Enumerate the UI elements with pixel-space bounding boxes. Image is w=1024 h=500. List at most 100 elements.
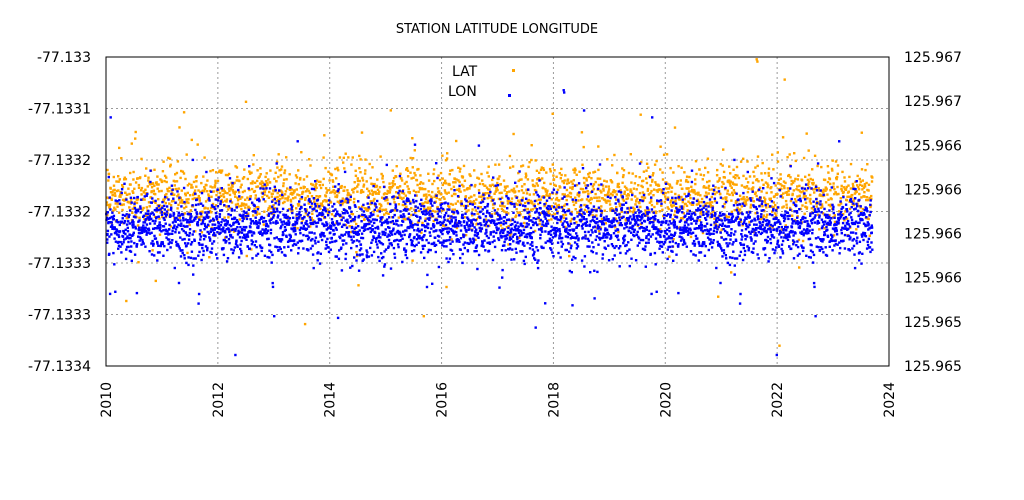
data-point-lon <box>296 219 299 222</box>
data-point-lat <box>393 201 396 204</box>
data-point-lat <box>701 178 704 181</box>
data-point-lon <box>199 212 203 216</box>
data-point-lon <box>135 245 138 248</box>
data-point-lon <box>561 197 564 200</box>
data-point-lat <box>277 198 280 202</box>
data-point-lat <box>356 185 359 188</box>
data-point-lon <box>556 221 559 225</box>
data-point-lat <box>153 184 156 187</box>
data-point-lat <box>765 206 768 209</box>
data-point-lon <box>479 210 482 213</box>
data-point-lat <box>372 210 375 213</box>
data-point-lon <box>500 229 503 232</box>
data-point-lon <box>525 217 528 220</box>
data-point-lon <box>398 239 401 242</box>
data-point-lat <box>332 185 335 188</box>
data-point-lat <box>695 172 698 176</box>
data-point-lon <box>503 240 506 244</box>
data-point-lon <box>124 228 127 231</box>
data-point-lat <box>667 191 670 194</box>
data-point-lon <box>392 222 396 225</box>
data-point-lat <box>355 222 358 226</box>
data-point-lat <box>542 187 545 190</box>
data-point-lon <box>393 252 396 256</box>
data-point-lon <box>427 248 431 252</box>
data-point-lat <box>867 183 871 186</box>
data-point-lon <box>536 223 539 227</box>
data-point-lat <box>274 196 277 199</box>
data-point-lon <box>192 219 196 222</box>
data-point-lat <box>524 172 528 175</box>
data-point-lat <box>544 188 547 191</box>
data-point-lon <box>310 202 314 205</box>
data-point-lon <box>460 224 463 227</box>
data-point-lat <box>426 206 430 209</box>
data-point-lon <box>129 196 133 199</box>
data-point-lat <box>228 193 232 197</box>
data-point-lon <box>538 179 541 182</box>
data-point-lon <box>503 228 506 231</box>
data-point-lat <box>722 182 725 185</box>
data-point-lat <box>709 204 712 207</box>
data-point-lon <box>515 251 518 254</box>
data-point-lon <box>329 226 332 229</box>
data-point-lon <box>368 222 371 225</box>
data-point-lon <box>216 231 219 234</box>
data-point-lat <box>181 199 184 202</box>
data-point-lon <box>151 197 154 200</box>
data-point-lat <box>556 210 559 213</box>
data-point-lon <box>408 233 412 236</box>
data-point-lat <box>411 166 414 169</box>
data-point-lat <box>526 207 529 211</box>
data-point-lon <box>314 221 318 225</box>
data-point-lat <box>802 190 805 193</box>
data-point-lat <box>157 190 161 193</box>
data-point-lat <box>852 199 855 203</box>
data-point-lat <box>599 189 602 192</box>
data-point-lat <box>351 213 355 216</box>
data-point-lon <box>558 237 561 240</box>
data-point-lon <box>339 214 342 217</box>
data-point-lat <box>645 181 649 185</box>
data-point-lat <box>444 159 448 162</box>
data-point-lat <box>424 187 427 191</box>
data-point-lon <box>604 227 607 230</box>
data-point-lon <box>247 231 250 234</box>
data-point-lon <box>121 243 124 246</box>
data-point-lat <box>310 205 313 208</box>
data-point-lat <box>744 203 748 206</box>
data-point-lat <box>247 198 251 201</box>
data-point-lon <box>477 253 481 257</box>
data-point-lon <box>262 187 265 190</box>
data-point-lon <box>394 205 398 208</box>
data-point-lat <box>700 197 704 201</box>
data-point-lon <box>127 220 130 223</box>
data-point-lat <box>602 189 605 192</box>
data-point-lat <box>397 216 400 219</box>
data-point-lon <box>187 263 190 267</box>
data-point-lon <box>431 204 434 207</box>
data-point-lat <box>858 192 861 196</box>
data-point-lon <box>189 243 193 246</box>
data-point-lat <box>306 188 309 191</box>
data-point-lon <box>144 245 147 248</box>
data-point-lon <box>391 209 394 212</box>
data-point-lon <box>522 259 526 263</box>
data-point-lon <box>259 232 262 235</box>
data-point-lat <box>373 182 376 186</box>
data-point-lat <box>641 185 644 189</box>
data-point-lat <box>569 195 572 199</box>
data-point-lon <box>186 225 189 228</box>
data-point-lat <box>284 197 287 200</box>
data-point-lat <box>116 202 120 205</box>
data-point-lon <box>151 219 154 223</box>
data-point-lon <box>117 235 121 239</box>
data-point-lat <box>310 195 314 198</box>
data-point-lon <box>486 202 490 206</box>
data-point-lat <box>811 168 814 171</box>
data-point-lat <box>319 180 322 184</box>
data-point-lon <box>582 216 585 219</box>
data-point-lat <box>856 174 859 178</box>
data-point-lon <box>377 227 380 230</box>
data-point-lat <box>214 204 218 207</box>
